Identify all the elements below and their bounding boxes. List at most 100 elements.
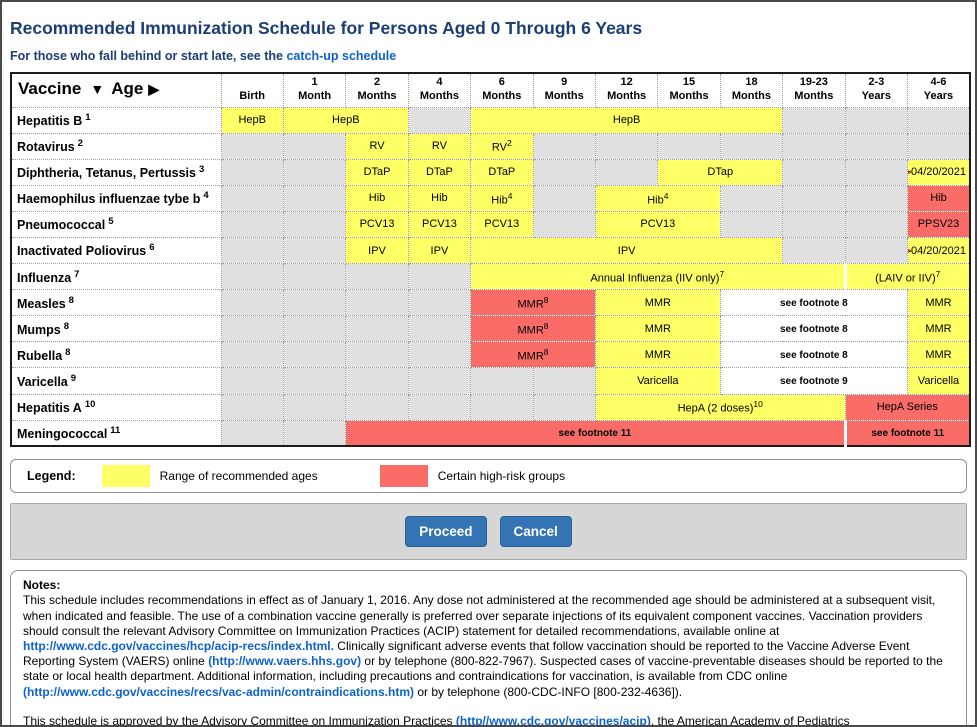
vaccine-row: Mumps 8 MMR8 MMR see footnote 8 MMR bbox=[10, 315, 971, 343]
schedule-cell[interactable]: PCV13 bbox=[345, 210, 409, 238]
empty-cell bbox=[282, 341, 347, 369]
schedule-cell[interactable]: MMR bbox=[906, 315, 971, 343]
empty-cell bbox=[594, 158, 659, 186]
notes-link[interactable]: (http//www.cdc.gov/vaccines/acip) bbox=[455, 713, 651, 727]
schedule-cell[interactable]: MMR8 bbox=[470, 289, 596, 317]
proceed-button[interactable]: Proceed bbox=[405, 516, 487, 548]
empty-cell bbox=[220, 341, 284, 369]
notes-link[interactable]: (http://www.cdc.gov/vaccines/recs/vac-ad… bbox=[23, 684, 414, 699]
schedule-cell[interactable]: Hib bbox=[345, 184, 409, 212]
notes-text: or by telephone (800-822-7967). Suspecte… bbox=[23, 654, 943, 684]
schedule-cell[interactable]: see footnote 11 bbox=[843, 419, 971, 447]
schedule-cell[interactable]: HepB bbox=[282, 106, 409, 134]
empty-cell bbox=[782, 106, 846, 134]
empty-cell bbox=[220, 393, 284, 421]
schedule-cell[interactable]: Annual Influenza (IIV only)7 bbox=[470, 263, 846, 291]
catch-up-schedule-link[interactable]: catch-up schedule bbox=[286, 49, 397, 63]
age-header-label: Age bbox=[111, 78, 144, 98]
schedule-cell[interactable]: MMR8 bbox=[470, 315, 596, 343]
schedule-cell[interactable]: PCV13 bbox=[407, 210, 472, 238]
empty-cell bbox=[782, 210, 846, 238]
vaccine-header-label: Vaccine bbox=[18, 78, 82, 98]
sort-down-icon: ▼ bbox=[90, 80, 105, 97]
schedule-cell[interactable]: HepA (2 doses)10 bbox=[594, 393, 846, 421]
date-entry-cell[interactable]: 04/20/2021 bbox=[906, 158, 971, 186]
notes-body: This schedule includes recommendations i… bbox=[23, 593, 954, 727]
schedule-cell[interactable]: see footnote 9 bbox=[719, 367, 908, 395]
vaccine-row: Meningococcal 11 see footnote 11 see footno… bbox=[10, 419, 971, 447]
schedule-cell[interactable]: Hib bbox=[906, 184, 971, 212]
vaccine-row-label: Measles 8 bbox=[10, 289, 222, 317]
schedule-cell[interactable]: DTaP bbox=[345, 158, 409, 186]
schedule-cell[interactable]: DTaP bbox=[470, 158, 534, 186]
empty-cell bbox=[220, 158, 284, 186]
schedule-cell[interactable]: HepA Series bbox=[844, 393, 971, 421]
vaccine-row-label: Varicella 9 bbox=[10, 367, 222, 395]
empty-cell bbox=[532, 393, 596, 421]
legend-yellow-label: Range of recommended ages bbox=[159, 469, 318, 484]
vaccine-row: Haemophilus influenzae tybe b 4 Hib Hib Hib4… bbox=[10, 184, 971, 212]
empty-cell bbox=[220, 315, 284, 343]
empty-cell bbox=[220, 263, 284, 291]
empty-cell bbox=[220, 184, 284, 212]
vaccine-row: Rotavirus 2 RV RV RV2 bbox=[10, 132, 971, 160]
cancel-button[interactable]: Cancel bbox=[499, 516, 572, 548]
legend-red-label: Certain high-risk groups bbox=[437, 469, 566, 484]
schedule-cell[interactable]: IPV bbox=[407, 236, 472, 265]
notes-link[interactable]: http://www.cdc.gov/vaccines/hcp/acip-rec… bbox=[23, 639, 334, 654]
schedule-cell[interactable]: PPSV23 bbox=[906, 210, 971, 238]
schedule-cell[interactable]: (LAIV or IIV)7 bbox=[843, 263, 971, 291]
age-column-header: 19-23 Months bbox=[782, 72, 846, 108]
empty-cell bbox=[407, 367, 472, 395]
schedule-cell[interactable]: see footnote 8 bbox=[719, 289, 908, 317]
schedule-cell[interactable]: MMR8 bbox=[470, 341, 596, 369]
schedule-cell[interactable]: DTap bbox=[657, 158, 784, 186]
schedule-cell[interactable]: RV2 bbox=[470, 132, 534, 160]
schedule-cell[interactable]: see footnote 8 bbox=[719, 315, 908, 343]
schedule-cell[interactable]: MMR bbox=[594, 341, 721, 369]
schedule-cell[interactable]: see footnote 8 bbox=[719, 341, 908, 369]
schedule-cell[interactable]: MMR bbox=[594, 315, 721, 343]
empty-cell bbox=[220, 289, 284, 317]
schedule-cell[interactable]: RV bbox=[345, 132, 409, 160]
empty-cell bbox=[282, 315, 347, 343]
schedule-cell[interactable]: Hib4 bbox=[470, 184, 534, 212]
empty-cell bbox=[470, 367, 534, 395]
empty-cell bbox=[220, 367, 284, 395]
schedule-cell[interactable]: MMR bbox=[594, 289, 721, 317]
schedule-cell[interactable]: Varicella bbox=[594, 367, 721, 395]
schedule-cell[interactable]: IPV bbox=[345, 236, 409, 265]
empty-cell bbox=[844, 132, 908, 160]
schedule-cell[interactable]: HepB bbox=[220, 106, 284, 134]
notes-text: , the American Academy of Pediatrics bbox=[650, 713, 850, 727]
empty-cell bbox=[407, 341, 472, 369]
age-column-header: 2-3 Years bbox=[844, 72, 908, 108]
empty-cell bbox=[220, 210, 284, 238]
schedule-cell[interactable]: PCV13 bbox=[470, 210, 534, 238]
empty-cell bbox=[282, 158, 347, 186]
notes-text: Clinically significant adverse events th… bbox=[23, 639, 910, 669]
vaccine-row-label: Hepatitis A 10 bbox=[10, 393, 222, 421]
date-entry-cell[interactable]: 04/20/2021 bbox=[906, 236, 971, 265]
empty-cell bbox=[282, 236, 347, 265]
vaccine-row: Hepatitis A 10 HepA (2 doses)10 HepA Series bbox=[10, 393, 971, 421]
notes-link[interactable]: (http://www.vaers.hhs.gov) bbox=[208, 654, 362, 669]
empty-cell bbox=[844, 210, 908, 238]
schedule-cell[interactable]: MMR bbox=[906, 289, 971, 317]
empty-cell bbox=[844, 184, 908, 212]
schedule-cell[interactable]: PCV13 bbox=[594, 210, 721, 238]
schedule-cell[interactable]: MMR bbox=[906, 341, 971, 369]
schedule-cell[interactable]: Hib4 bbox=[594, 184, 721, 212]
schedule-cell[interactable]: DTaP bbox=[407, 158, 472, 186]
vaccine-row: Pneumococcal 5 PCV13 PCV13 PCV13 PCV13 PPSV23 bbox=[10, 210, 971, 238]
vaccine-row-label: Meningococcal 11 bbox=[10, 419, 222, 447]
schedule-cell[interactable]: Hib bbox=[407, 184, 472, 212]
schedule-cell[interactable]: Varicella bbox=[906, 367, 971, 395]
schedule-cell[interactable]: HepB bbox=[470, 106, 784, 134]
schedule-cell[interactable]: RV bbox=[407, 132, 472, 160]
schedule-cell[interactable]: IPV bbox=[470, 236, 784, 265]
vaccine-row: Influenza 7 Annual Influenza (IIV only)7 (L… bbox=[10, 263, 971, 291]
empty-cell bbox=[844, 236, 908, 265]
schedule-cell[interactable]: see footnote 11 bbox=[345, 419, 846, 447]
